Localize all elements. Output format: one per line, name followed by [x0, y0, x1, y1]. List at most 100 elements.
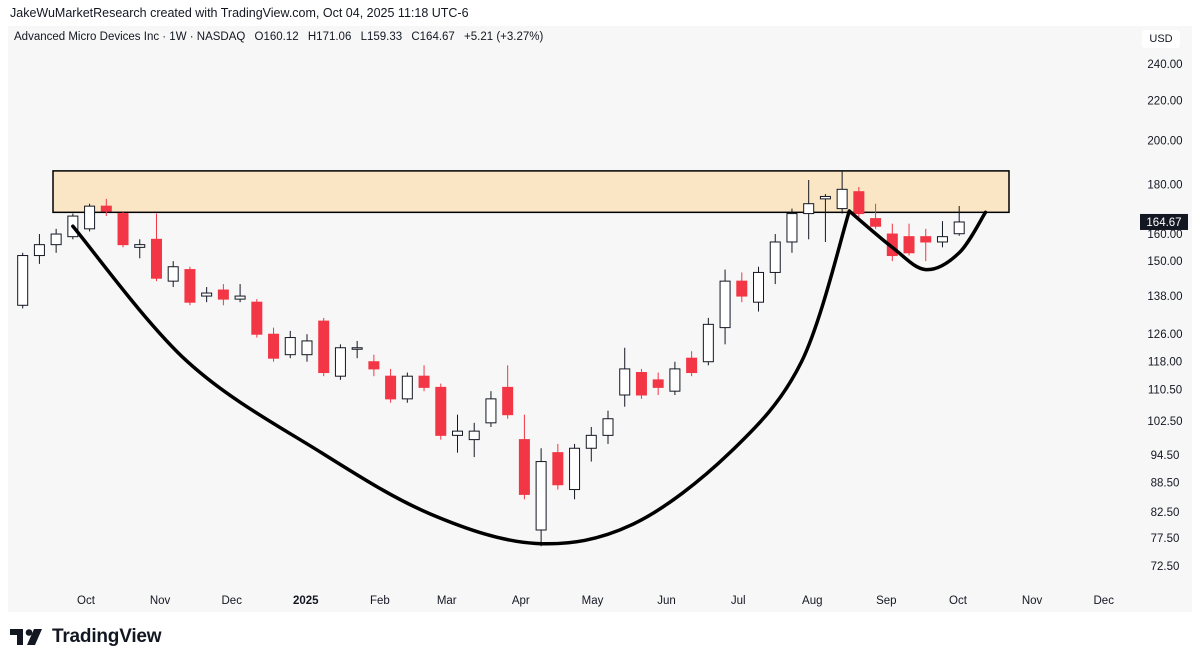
candle[interactable] — [920, 228, 932, 262]
candle[interactable] — [435, 383, 447, 440]
candle[interactable] — [652, 372, 664, 395]
candle-body — [134, 244, 146, 248]
cup-curve[interactable] — [71, 209, 852, 546]
candle[interactable] — [836, 170, 848, 214]
price-tick-label: 72.50 — [1151, 561, 1180, 573]
candle[interactable] — [84, 203, 96, 232]
candle[interactable] — [234, 284, 246, 303]
candle-body — [669, 368, 681, 392]
price-tick-label: 94.50 — [1151, 450, 1180, 462]
candle[interactable] — [17, 252, 29, 309]
candle[interactable] — [150, 213, 162, 282]
candle[interactable] — [167, 261, 179, 288]
candle[interactable] — [284, 330, 296, 359]
time-tick-label: Dec — [222, 595, 243, 607]
candle-body — [284, 337, 296, 356]
price-tick-label: 110.50 — [1148, 384, 1182, 396]
candle[interactable] — [451, 414, 463, 453]
price-tick-label: 118.00 — [1148, 357, 1182, 369]
time-tick-label: Apr — [512, 595, 530, 607]
candle[interactable] — [903, 223, 915, 256]
candle[interactable] — [100, 198, 112, 217]
candle[interactable] — [50, 228, 62, 253]
candle-body — [936, 236, 948, 243]
candle-body — [217, 289, 229, 300]
resistance-zone-layer — [52, 170, 1010, 214]
candle[interactable] — [786, 208, 798, 253]
price-tick-label: 77.50 — [1151, 533, 1180, 545]
candle-body — [585, 434, 597, 449]
price-axis: 240.00 220.00 200.00 180.00 160.00 150.00 138.… — [1147, 59, 1182, 573]
candle[interactable] — [669, 361, 681, 395]
candle[interactable] — [870, 203, 882, 229]
resistance-zone[interactable] — [52, 170, 1010, 214]
candle[interactable] — [468, 422, 480, 458]
candle[interactable] — [201, 287, 213, 303]
candle[interactable] — [217, 284, 229, 306]
candle[interactable] — [418, 365, 430, 392]
candle-body — [468, 430, 480, 441]
time-tick-label: Nov — [150, 595, 171, 607]
candle[interactable] — [351, 340, 363, 359]
candle[interactable] — [552, 443, 564, 490]
candle[interactable] — [769, 234, 781, 285]
symbol-legend[interactable]: Advanced Micro Devices Inc · 1W · NASDAQ… — [14, 31, 549, 43]
candle-body — [753, 271, 765, 303]
candle[interactable] — [803, 180, 815, 240]
candle-body — [635, 372, 647, 396]
candle[interactable] — [368, 354, 380, 377]
candle[interactable] — [518, 414, 530, 500]
candle[interactable] — [736, 272, 748, 303]
time-tick-label: Jun — [657, 595, 676, 607]
candle[interactable] — [635, 368, 647, 399]
legend-symbol: Advanced Micro Devices Inc · 1W · NASDAQ — [14, 31, 246, 43]
candle-body — [686, 357, 698, 374]
candle[interactable] — [619, 347, 631, 407]
candle-body — [535, 461, 547, 531]
candle[interactable] — [569, 443, 581, 500]
last-price-badge — [1140, 213, 1188, 230]
candle[interactable] — [753, 266, 765, 312]
candle-body — [117, 213, 129, 246]
tradingview-logo-icon — [10, 629, 42, 645]
candle-body — [719, 280, 731, 329]
candle[interactable] — [585, 426, 597, 462]
candle[interactable] — [936, 221, 948, 248]
candle[interactable] — [385, 368, 397, 403]
price-tick-label: 150.00 — [1147, 256, 1182, 268]
candle-body — [418, 375, 430, 388]
price-tick-label: 160.00 — [1147, 229, 1182, 241]
candle[interactable] — [686, 351, 698, 377]
candle-body — [702, 323, 714, 363]
candle[interactable] — [535, 448, 547, 547]
chart-frame[interactable] — [8, 26, 1192, 612]
candle[interactable] — [953, 206, 965, 236]
candle[interactable] — [117, 211, 129, 248]
candle[interactable] — [301, 334, 313, 362]
currency-button[interactable]: USD — [1142, 30, 1180, 48]
legend-change: +5.21 (+3.27%) — [464, 31, 544, 43]
candle[interactable] — [134, 239, 146, 259]
legend-open: O160.12 — [254, 31, 299, 43]
candle[interactable] — [502, 365, 514, 419]
candle[interactable] — [33, 234, 45, 264]
tradingview-logo[interactable]: TradingView — [10, 626, 162, 648]
candle[interactable] — [602, 410, 614, 444]
candle[interactable] — [251, 299, 263, 338]
candle[interactable] — [334, 344, 346, 380]
candle[interactable] — [719, 269, 731, 345]
time-axis: Oct Nov Dec 2025 Feb Mar Apr May Jun Jul Aug Sep Oct… — [77, 595, 1114, 607]
candle[interactable] — [318, 317, 330, 377]
candle[interactable] — [819, 194, 831, 242]
candle[interactable] — [853, 186, 865, 222]
candle[interactable] — [702, 317, 714, 366]
price-tick-label: 126.00 — [1147, 329, 1182, 341]
price-tick-label: 220.00 — [1147, 95, 1182, 107]
candle[interactable] — [268, 327, 280, 362]
candle[interactable] — [401, 372, 413, 403]
candle-body — [368, 361, 380, 370]
handle-curve[interactable] — [847, 209, 988, 272]
candle[interactable] — [485, 391, 497, 427]
candle[interactable] — [184, 266, 196, 306]
